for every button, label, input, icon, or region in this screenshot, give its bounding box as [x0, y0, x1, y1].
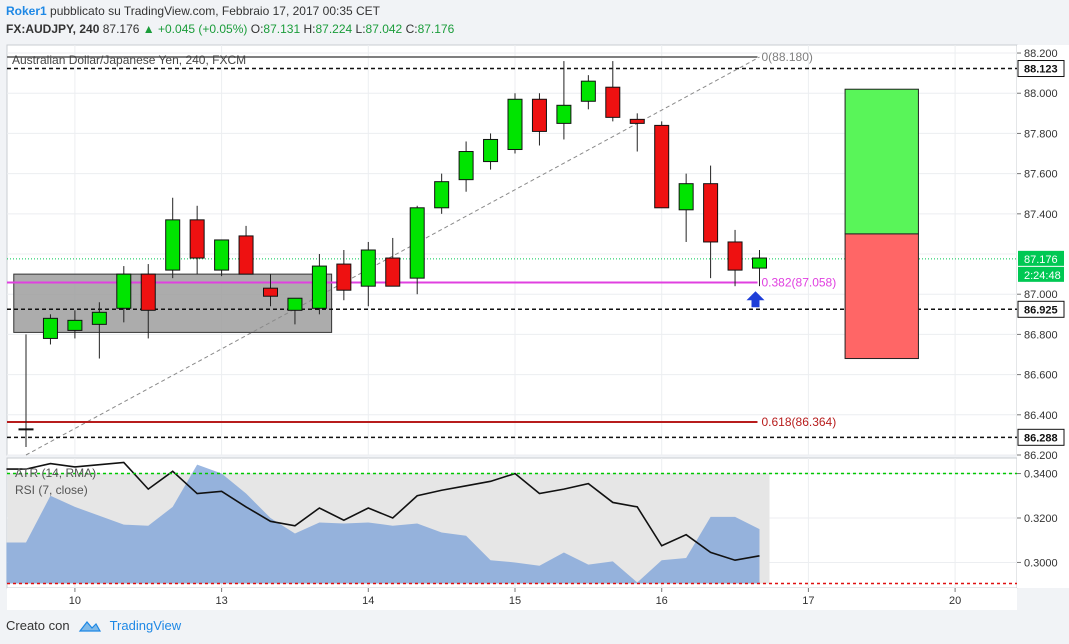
candle-up — [678, 183, 694, 211]
last-price: 87.176 — [102, 22, 140, 36]
y-tick-label: 86.800 — [1024, 329, 1058, 341]
low-label: L: — [355, 22, 366, 36]
y-tick-label: 86.600 — [1024, 370, 1058, 382]
candle-up — [580, 80, 596, 102]
x-axis-area — [7, 588, 1017, 610]
candle-up — [18, 428, 34, 431]
candle-down — [336, 263, 352, 291]
fib-level-label: 0.618(86.364) — [762, 415, 837, 429]
publish-info: Roker1 pubblicato su TradingView.com, Fe… — [6, 4, 380, 18]
close-value: 87.176 — [417, 22, 455, 36]
candle-up — [116, 273, 132, 309]
close-label: C: — [405, 22, 418, 36]
price-level-tag-label: 86.288 — [1024, 432, 1058, 444]
x-tick-label: 20 — [949, 595, 961, 607]
candle-down — [629, 118, 645, 124]
atr-label: ATR (14, RMA) — [15, 466, 96, 480]
arrow-up-icon — [746, 291, 765, 308]
candle-up — [360, 249, 376, 287]
candle-up — [91, 311, 107, 325]
x-tick-label: 17 — [802, 595, 814, 607]
high-label: H: — [303, 22, 316, 36]
candle-down — [189, 219, 205, 259]
x-tick-label: 16 — [656, 595, 668, 607]
x-tick-label: 10 — [69, 595, 81, 607]
y-tick-label: 88.200 — [1024, 48, 1058, 60]
open-label: O: — [250, 22, 264, 36]
y-tick-label: 86.400 — [1024, 410, 1058, 422]
current-price-tag-label: 87.176 — [1024, 254, 1058, 266]
countdown-tag-label: 2:24:48 — [1024, 270, 1061, 282]
support-zone-box — [13, 273, 333, 333]
candle-up — [165, 219, 181, 271]
candle-up — [214, 239, 230, 271]
x-tick-label: 14 — [362, 595, 374, 607]
candle-up — [311, 265, 327, 309]
candle-up — [67, 319, 83, 331]
change-arrow-icon: ▲ — [142, 22, 155, 36]
candle-down — [140, 273, 156, 311]
x-tick-label: 15 — [509, 595, 521, 607]
published-text: pubblicato su TradingView.com, Febbraio … — [50, 4, 381, 18]
position-stop-zone — [844, 233, 919, 360]
high-value: 87.224 — [315, 22, 353, 36]
footer: Creato con TradingView — [6, 618, 181, 633]
symbol: FX:AUDJPY, 240 — [6, 22, 100, 36]
candle-up — [42, 317, 58, 339]
ohlc-bar: FX:AUDJPY, 240 87.176 ▲ +0.045 (+0.05%) … — [6, 22, 454, 36]
y-tick-label: 87.000 — [1024, 289, 1058, 301]
y-tick-label: 87.400 — [1024, 209, 1058, 221]
y-tick-label: 87.600 — [1024, 169, 1058, 181]
fib-level-label: 0.382(87.058) — [762, 276, 837, 290]
tradingview-brand[interactable]: TradingView — [109, 618, 182, 633]
rsi-area — [6, 464, 760, 584]
candle-up — [507, 98, 523, 151]
rsi-label: RSI (7, close) — [15, 483, 88, 497]
candle-up — [434, 181, 450, 209]
price-level-tag — [1017, 300, 1065, 318]
current-price-tag — [1018, 250, 1064, 266]
candle-down — [703, 183, 719, 243]
candle-down — [385, 257, 401, 287]
indicator-tick-label: 0.3000 — [1024, 557, 1058, 569]
candle-down — [531, 98, 547, 132]
open-value: 87.131 — [263, 22, 301, 36]
price-level-tag — [1017, 428, 1065, 446]
chart-title: Australian Dollar/Japanese Yen, 240, FXC… — [12, 53, 246, 67]
indicator-tick-label: 0.3400 — [1024, 469, 1058, 481]
candle-down — [238, 235, 254, 275]
created-with: Creato con — [6, 618, 70, 633]
candle-down — [605, 86, 621, 118]
y-tick-label: 87.800 — [1024, 128, 1058, 140]
candle-up — [409, 207, 425, 279]
candle-up — [556, 104, 572, 124]
tradingview-logo-icon — [78, 620, 101, 632]
author-name[interactable]: Roker1 — [6, 4, 47, 18]
x-tick-label: 13 — [215, 595, 227, 607]
y-tick-label: 86.200 — [1024, 450, 1058, 462]
price-level-tag — [1017, 60, 1065, 78]
candle-down — [263, 287, 278, 297]
y-tick-label: 88.000 — [1024, 88, 1058, 100]
candle-down — [654, 124, 670, 209]
candle-up — [483, 138, 499, 163]
countdown-tag — [1018, 266, 1064, 282]
price-level-tag-label: 86.925 — [1024, 304, 1058, 316]
price-level-tag-label: 88.123 — [1024, 64, 1058, 76]
indicator-tick-label: 0.3200 — [1024, 513, 1058, 525]
candle-up — [752, 257, 767, 269]
candle-up — [287, 297, 303, 311]
candle-down — [727, 241, 743, 271]
price-change: +0.045 (+0.05%) — [158, 22, 248, 36]
low-value: 87.042 — [365, 22, 403, 36]
position-target-zone — [844, 88, 919, 235]
fib-level-label: 0(88.180) — [762, 50, 813, 64]
candle-up — [458, 151, 474, 181]
atr-line — [6, 461, 760, 562]
